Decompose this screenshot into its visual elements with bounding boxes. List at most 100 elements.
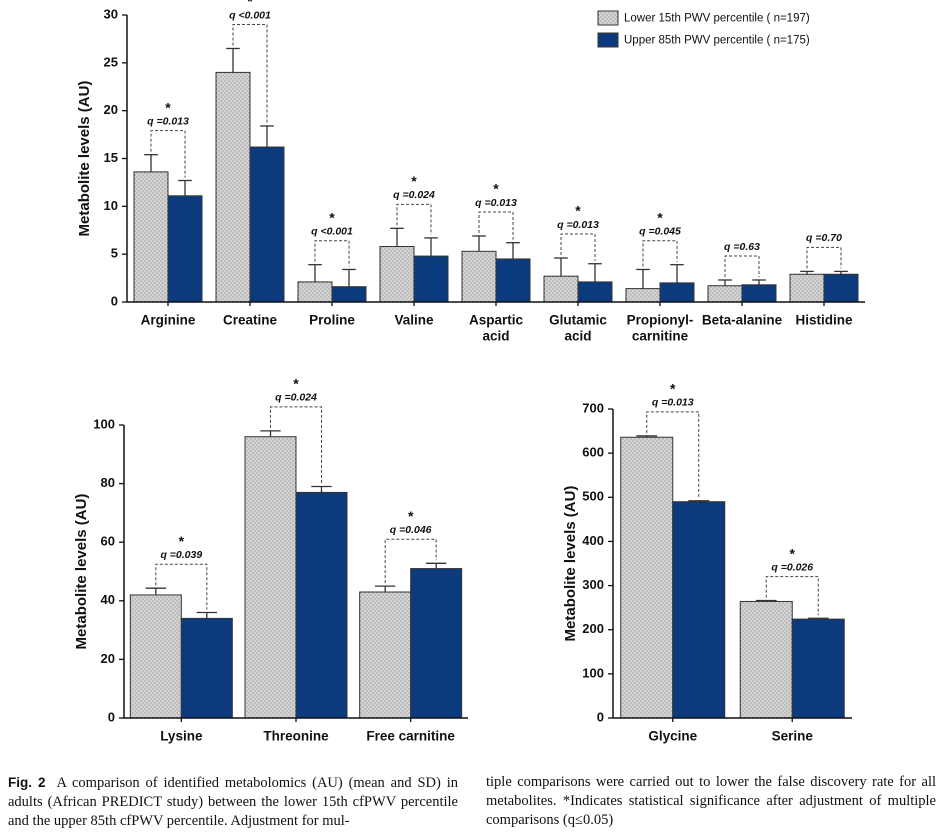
bar [495,258,531,303]
caption-label: Fig. 2 [8,775,46,790]
bar [180,617,233,719]
bar [739,600,793,719]
significance-star: * [408,508,414,524]
bar [410,568,463,719]
significance-star: * [165,99,171,115]
x-tick-label: Glycine [648,729,697,744]
bar [577,281,613,303]
bar [167,195,203,303]
x-tick-label: Lysine [160,729,203,744]
bar [129,594,182,719]
y-tick-label: 20 [101,651,115,666]
y-tick-label: 0 [111,293,118,308]
significance-star: * [329,209,335,225]
legend-swatch [597,10,619,26]
significance-bracket [155,563,208,610]
y-tick-label: 600 [582,445,604,460]
y-axis-label: Metabolite levels (AU) [562,486,579,642]
significance-bracket [560,233,596,261]
bar [215,71,251,303]
bar [297,281,333,303]
q-value-label: q =0.70 [806,232,842,244]
x-tick-label: Glutamic [549,313,607,328]
y-tick-label: 0 [597,709,604,724]
significance-star: * [179,533,185,549]
bar [244,436,297,719]
x-tick-label: acid [564,329,591,344]
y-axis-label: Metabolite levels (AU) [73,494,90,650]
x-tick-label: Free carnitine [366,729,455,744]
bar [659,282,695,303]
bar [249,146,285,303]
bar [823,273,859,303]
y-tick-label: 100 [582,665,604,680]
y-tick-label: 60 [101,534,115,549]
bar [133,171,169,303]
y-tick-label: 700 [582,400,604,415]
y-tick-label: 80 [101,475,115,490]
significance-bracket [724,255,760,277]
significance-bracket [806,246,842,269]
q-value-label: q =0.045 [639,225,681,237]
x-tick-label: Propionyl- [627,313,694,328]
bar [789,273,825,303]
q-value-label: q <0.001 [311,225,353,237]
significance-bracket [150,130,186,178]
x-tick-label: Valine [394,313,434,328]
significance-star: * [670,381,676,397]
significance-bracket [270,406,322,484]
bar [707,285,743,303]
y-tick-label: 100 [93,416,115,431]
significance-bracket [765,576,819,616]
significance-bracket [232,23,268,123]
y-tick-label: 500 [582,489,604,504]
q-value-label: q =0.024 [275,392,317,404]
significance-star: * [493,181,499,197]
significance-bracket [314,240,350,267]
bar [791,618,845,719]
x-tick-label: acid [482,329,509,344]
q-value-label: q =0.013 [475,197,517,209]
y-tick-label: 200 [582,621,604,636]
legend-label: Upper 85th PWV percentile ( n=175) [624,35,810,47]
significance-bracket [642,240,678,267]
x-tick-label: Serine [772,729,814,744]
x-tick-label: Creatine [223,313,278,328]
caption-left: Fig. 2 A comparison of identified metabo… [8,773,458,831]
x-tick-label: Threonine [263,729,329,744]
y-tick-label: 0 [108,709,115,724]
figure-caption: Fig. 2 A comparison of identified metabo… [8,773,936,831]
significance-bracket [384,538,437,584]
y-tick-label: 25 [104,54,118,69]
bar [543,275,579,303]
y-tick-label: 30 [104,6,118,21]
q-value-label: q =0.024 [393,189,435,201]
q-value-label: q =0.039 [160,549,202,561]
bar [359,591,412,719]
q-value-label: q =0.63 [724,241,760,253]
legend-label: Lower 15th PWV percentile ( n=197) [624,13,810,25]
caption-right: tiple comparisons were carried out to lo… [486,773,936,831]
x-tick-label: Beta-alanine [702,313,783,328]
significance-star: * [247,0,253,9]
significance-star: * [293,376,299,392]
q-value-label: q =0.013 [652,397,694,409]
y-tick-label: 40 [101,592,115,607]
significance-bracket [646,411,700,498]
y-tick-label: 5 [111,246,118,261]
x-tick-label: Histidine [795,313,852,328]
x-tick-label: Arginine [141,313,196,328]
q-value-label: q =0.013 [557,219,599,231]
legend-swatch [597,32,619,48]
caption-text: tiple comparisons were carried out to lo… [486,774,936,828]
caption-text: A comparison of identified metabolomics … [8,775,458,829]
significance-star: * [790,545,796,561]
q-value-label: q =0.046 [390,524,432,536]
significance-star: * [657,209,663,225]
significance-star: * [575,203,581,219]
y-axis-label: Metabolite levels (AU) [76,81,93,237]
significance-star: * [411,173,417,189]
bar [331,286,367,303]
y-tick-label: 10 [104,198,118,213]
